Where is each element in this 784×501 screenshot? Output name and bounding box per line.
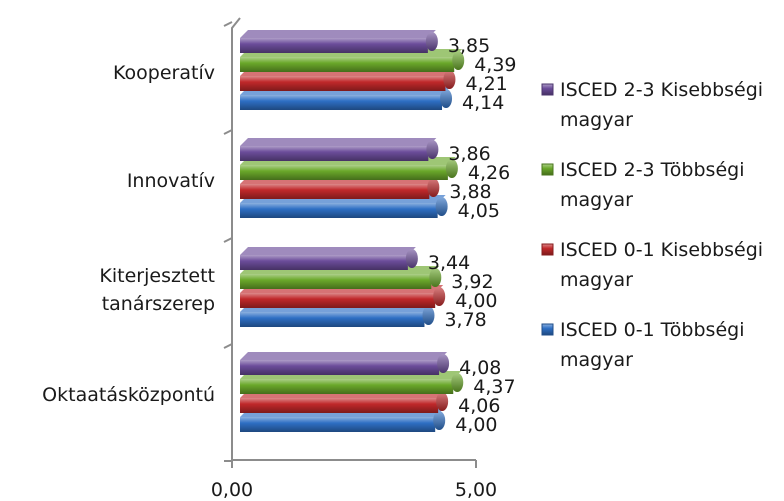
category-label: Oktaatásközpontú [42, 384, 215, 406]
bar-end-cap [436, 392, 449, 411]
data-label: 3,88 [449, 181, 491, 203]
data-label: 3,44 [428, 252, 470, 274]
bar-body [240, 255, 408, 270]
chart-category-labels: Oktaatásközpontú Kiterjesztett tanárszerep… [42, 62, 215, 406]
bar-end-cap [429, 268, 442, 287]
bar-body [240, 398, 439, 413]
bar-end-cap [433, 287, 446, 306]
bar-body [240, 184, 430, 199]
bar-top [240, 30, 436, 38]
legend-label: ISCED 2-3 Többségi magyar [560, 159, 744, 211]
bar [240, 138, 439, 161]
legend-label: ISCED 0-1 Többségi magyar [560, 319, 744, 371]
data-label: 4,00 [455, 414, 497, 436]
bar-end-cap [445, 159, 458, 178]
y-axis-tick [223, 21, 233, 27]
data-label: 3,92 [451, 271, 493, 293]
data-label: 4,08 [459, 357, 501, 379]
bar-end-cap [422, 306, 435, 325]
bar-body [240, 165, 448, 180]
data-label: 4,39 [474, 54, 516, 76]
legend-item: ISCED 0-1 Többségi magyar [541, 319, 744, 371]
chart-legend: ISCED 2-3 Kisebbségi magyar ISCED 2-3 Több… [541, 79, 763, 371]
bar-body [240, 203, 438, 218]
bar-body [240, 76, 446, 91]
chart-bars [240, 30, 465, 432]
data-label: 3,86 [448, 143, 490, 165]
data-label: 4,05 [458, 200, 500, 222]
legend-item: ISCED 2-3 Kisebbségi magyar [541, 79, 763, 131]
data-label: 4,37 [473, 376, 515, 398]
chart-data-labels: 4,004,064,374,083,784,003,923,444,053,88… [428, 35, 517, 436]
legend-label: ISCED 2-3 Kisebbségi magyar [560, 79, 763, 131]
bar-end-cap [427, 178, 440, 197]
bar-top [240, 138, 437, 146]
data-label: 4,00 [455, 290, 497, 312]
bar-end-cap [433, 411, 446, 430]
category-label: Innovatív [127, 170, 215, 192]
bar-top [240, 247, 416, 255]
bar-body [240, 38, 428, 53]
data-label: 4,26 [468, 162, 510, 184]
category-label: Kooperatív [113, 62, 215, 84]
data-label: 4,14 [462, 92, 504, 114]
data-label: 3,78 [444, 309, 486, 331]
bar [240, 30, 438, 53]
bar-end-cap [440, 89, 453, 108]
bar-top [240, 352, 448, 360]
category-label: Kiterjesztett tanárszerep [99, 265, 215, 315]
data-label: 4,06 [458, 395, 500, 417]
x-tick-label: 0,00 [211, 479, 253, 501]
legend-label: ISCED 0-1 Kisebbségi magyar [560, 239, 763, 291]
bar-end-cap [405, 249, 418, 268]
bar-end-cap [452, 51, 465, 70]
legend-swatch [541, 243, 554, 256]
bar-body [240, 312, 425, 327]
bar-body [240, 146, 429, 161]
bar-end-cap [437, 354, 450, 373]
data-label: 3,85 [448, 35, 490, 57]
bar-end-cap [451, 373, 464, 392]
data-label: 4,21 [465, 73, 507, 95]
bar-body [240, 379, 454, 394]
y-axis-tick [223, 343, 233, 349]
bar-end-cap [426, 140, 439, 159]
bar-body [240, 293, 436, 308]
bar-end-cap [425, 32, 438, 51]
bar-body [240, 274, 432, 289]
legend-swatch [541, 163, 554, 176]
bar-end-cap [443, 70, 456, 89]
y-axis-tick [223, 237, 233, 243]
bar-end-cap [435, 197, 448, 216]
chart-axes [223, 17, 477, 468]
bar [240, 247, 418, 270]
x-tick-label: 5,00 [455, 479, 497, 501]
chart-x-tick-labels: 0,00 5,00 [211, 479, 497, 501]
bar-body [240, 95, 443, 110]
bar-body [240, 360, 440, 375]
legend-item: ISCED 0-1 Kisebbségi magyar [541, 239, 763, 291]
y-axis-tick [223, 129, 233, 135]
legend-swatch [541, 83, 554, 96]
legend-item: ISCED 2-3 Többségi magyar [541, 159, 744, 211]
bar-body [240, 57, 455, 72]
legend-swatch [541, 323, 554, 336]
bar-body [240, 417, 436, 432]
bar [240, 352, 450, 375]
y-axis-line [231, 17, 241, 460]
